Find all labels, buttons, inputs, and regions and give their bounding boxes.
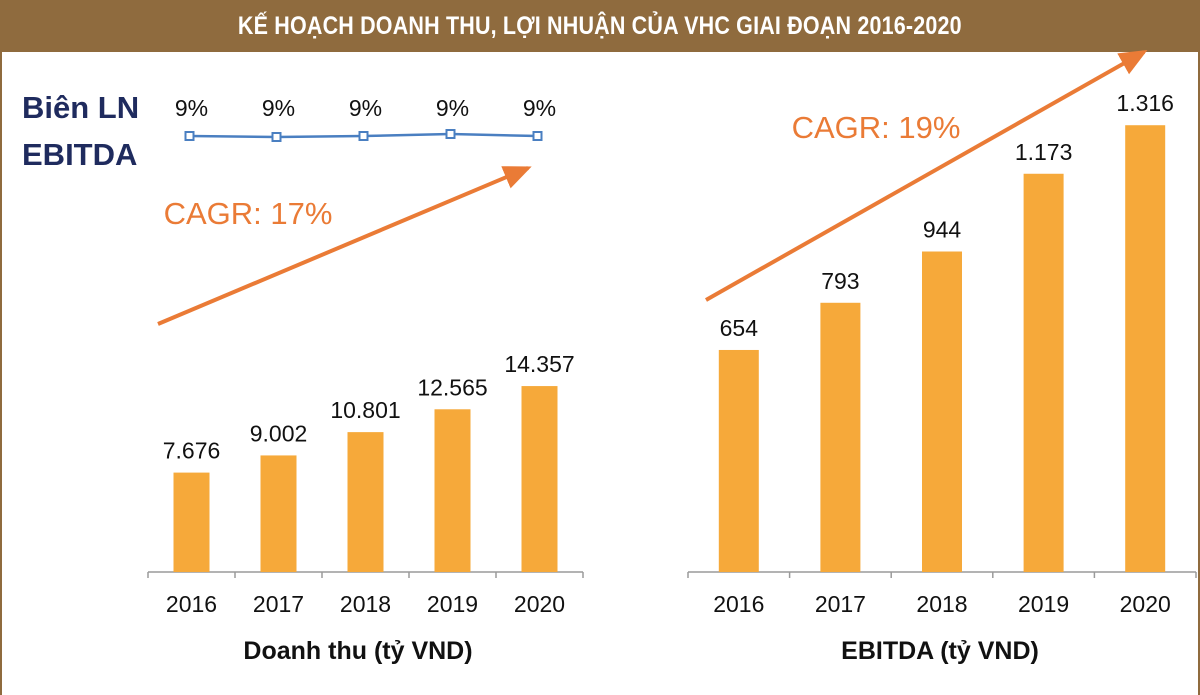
margin-label-2017: 9% xyxy=(262,95,295,121)
cagr-annotation: CAGR: 19% xyxy=(792,110,961,145)
bar-2016 xyxy=(718,349,759,572)
margin-label-2016: 9% xyxy=(175,95,208,121)
bar-2017 xyxy=(820,302,861,572)
cagr-trend-arrow xyxy=(705,50,1148,302)
x-tick-label-2019: 2019 xyxy=(427,591,478,617)
margin-point-2019 xyxy=(445,129,456,139)
margin-title-line-1: Biên LN xyxy=(22,90,139,125)
cagr-annotation: CAGR: 17% xyxy=(164,196,333,231)
margin-label-2020: 9% xyxy=(523,95,556,121)
title-bar: KẾ HOẠCH DOANH THU, LỢI NHUẬN CỦA VHC GI… xyxy=(0,0,1200,52)
bar-2016 xyxy=(173,472,210,572)
margin-point-2020 xyxy=(532,131,543,141)
bar-2019 xyxy=(434,409,471,572)
bar-2018 xyxy=(922,251,962,572)
margin-point-2016 xyxy=(184,131,195,141)
data-label-2018: 10.801 xyxy=(330,397,400,423)
x-tick-label-2020: 2020 xyxy=(514,591,565,617)
margin-title-line-2: EBITDA xyxy=(22,137,137,172)
data-label-2016: 7.676 xyxy=(163,438,221,464)
x-axis-title: Doanh thu (tỷ VND) xyxy=(243,637,472,665)
x-axis-title: EBITDA (tỷ VND) xyxy=(841,637,1039,665)
data-label-2017: 9.002 xyxy=(250,420,308,446)
revenue-chart: 7.676 2016 9.002 2017 10.801 2018 12.565 2019 14… xyxy=(22,90,584,665)
x-tick-label-2018: 2018 xyxy=(340,591,391,617)
margin-point-2017 xyxy=(271,132,282,142)
data-label-2020: 14.357 xyxy=(504,351,574,377)
bar-2020 xyxy=(521,386,558,572)
x-tick-label-2017: 2017 xyxy=(815,591,866,617)
margin-label-2018: 9% xyxy=(349,95,382,121)
cagr-trend-arrow xyxy=(157,166,532,326)
frame-right-border xyxy=(1198,52,1200,695)
bar-2019 xyxy=(1023,173,1064,573)
data-label-2018: 944 xyxy=(923,217,962,243)
data-label-2020: 1.316 xyxy=(1116,90,1174,116)
x-tick-label-2020: 2020 xyxy=(1120,591,1171,617)
x-tick-label-2016: 2016 xyxy=(713,591,764,617)
x-tick-label-2019: 2019 xyxy=(1018,591,1069,617)
x-tick-label-2016: 2016 xyxy=(166,591,217,617)
page-title: KẾ HOẠCH DOANH THU, LỢI NHUẬN CỦA VHC GI… xyxy=(238,11,962,40)
bar-2018 xyxy=(347,432,384,572)
x-tick-label-2017: 2017 xyxy=(253,591,304,617)
margin-point-2018 xyxy=(358,131,369,141)
data-label-2019: 1.173 xyxy=(1015,139,1073,165)
ebitda-chart: 654 2016 793 2017 944 2018 1.173 2019 1.316 2020 E… xyxy=(687,50,1197,665)
data-label-2016: 654 xyxy=(720,315,759,341)
margin-label-2019: 9% xyxy=(436,95,469,121)
data-label-2017: 793 xyxy=(821,268,859,294)
bar-2020 xyxy=(1125,125,1166,572)
bar-2017 xyxy=(260,455,297,572)
data-label-2019: 12.565 xyxy=(417,374,487,400)
frame-left-border xyxy=(0,52,2,695)
x-tick-label-2018: 2018 xyxy=(916,591,967,617)
